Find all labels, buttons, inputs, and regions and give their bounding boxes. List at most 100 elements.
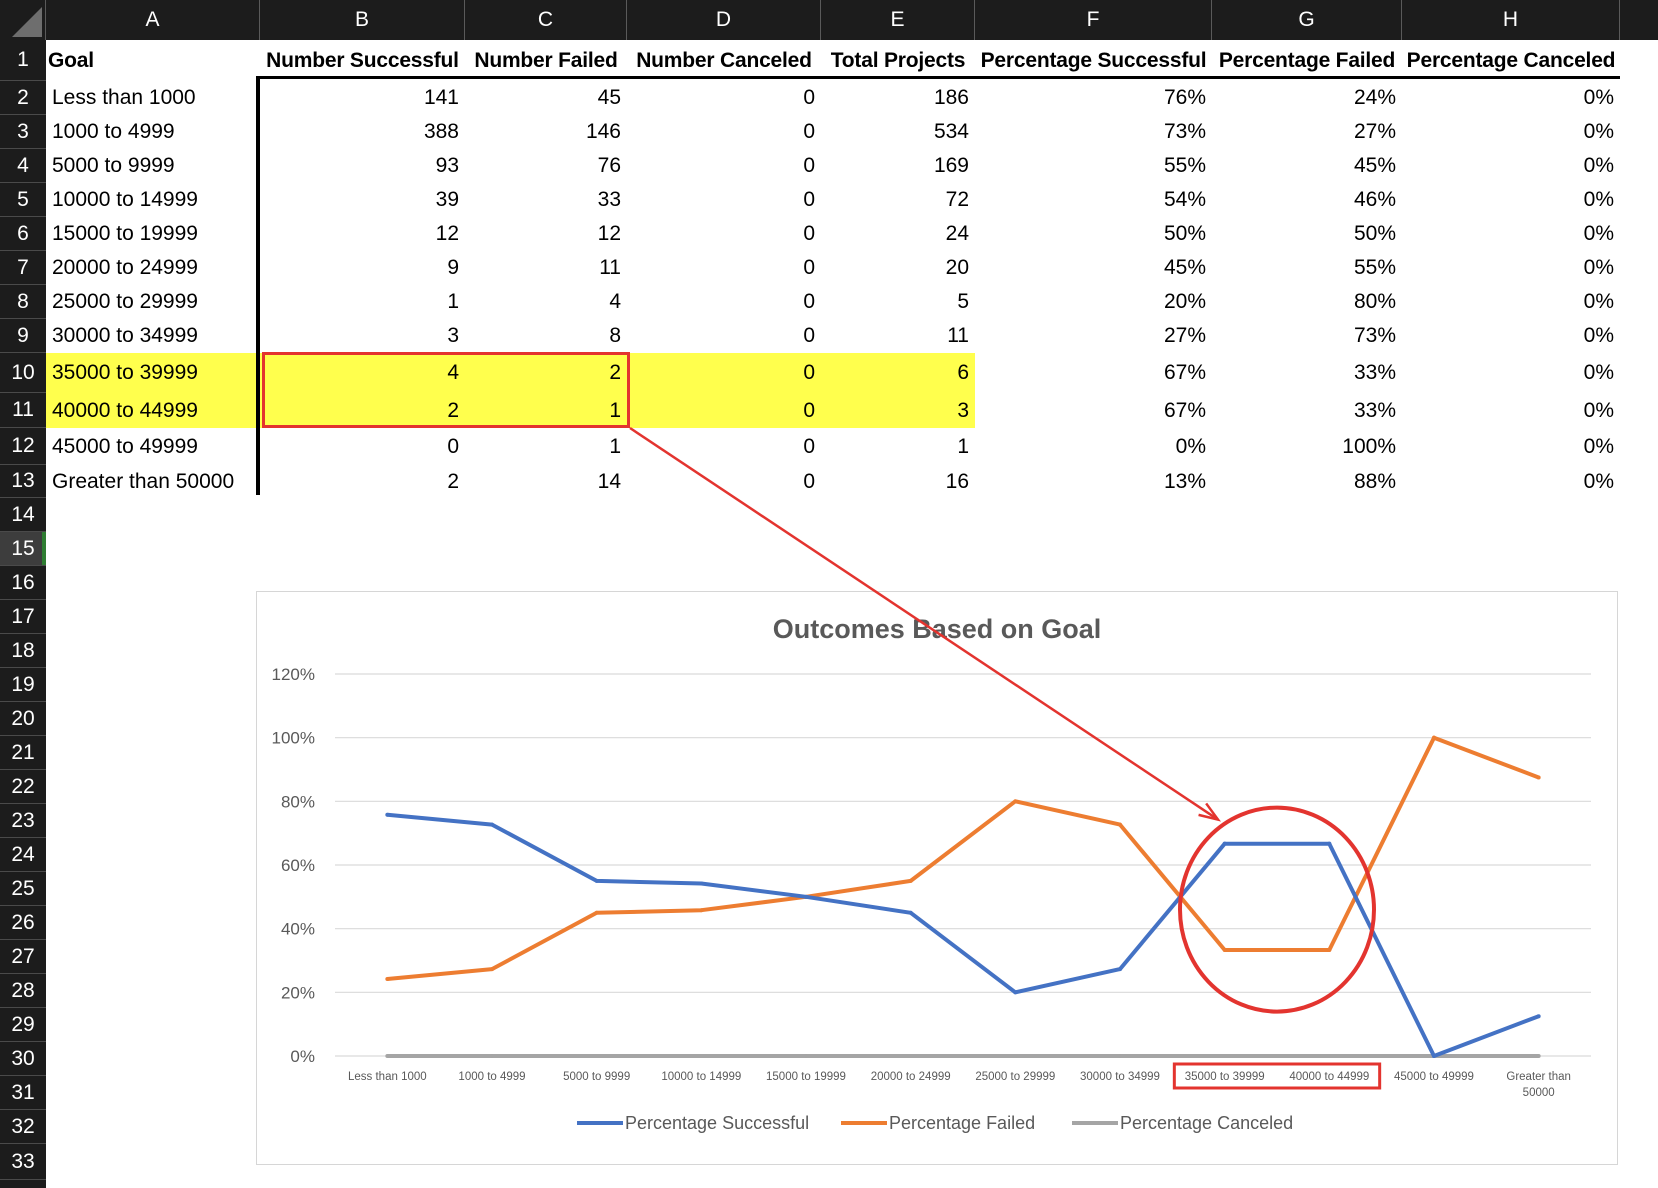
table-cell[interactable]: 76% bbox=[1163, 86, 1206, 109]
data-point[interactable] bbox=[1327, 841, 1332, 846]
table-cell[interactable]: 0 bbox=[803, 434, 815, 458]
data-point[interactable] bbox=[1118, 822, 1122, 827]
table-cell[interactable]: 50% bbox=[1163, 222, 1206, 245]
data-point[interactable] bbox=[1327, 1054, 1332, 1058]
table-cell[interactable]: 0 bbox=[803, 256, 815, 279]
row-header-2[interactable]: 2 bbox=[0, 81, 46, 115]
table-cell[interactable]: 1 bbox=[609, 434, 621, 458]
table-cell[interactable]: 6 bbox=[957, 361, 969, 384]
column-header-g[interactable]: G bbox=[1212, 0, 1402, 40]
data-point[interactable] bbox=[699, 881, 704, 886]
table-cell[interactable]: 0% bbox=[1583, 188, 1614, 211]
data-point[interactable] bbox=[385, 812, 390, 817]
table-cell[interactable]: 27% bbox=[1163, 324, 1206, 347]
data-point[interactable] bbox=[908, 910, 913, 915]
table-cell[interactable]: 0% bbox=[1583, 86, 1614, 109]
data-point[interactable] bbox=[908, 878, 913, 883]
row-header-14[interactable]: 14 bbox=[0, 498, 46, 532]
row-header-33[interactable]: 33 bbox=[0, 1144, 46, 1180]
data-point[interactable] bbox=[1118, 967, 1122, 972]
table-cell[interactable]: 73% bbox=[1353, 324, 1396, 347]
data-point[interactable] bbox=[1432, 735, 1436, 740]
row-header-11[interactable]: 11 bbox=[0, 393, 46, 428]
table-cell[interactable]: 24 bbox=[945, 222, 969, 245]
data-point[interactable] bbox=[699, 1054, 704, 1058]
table-cell[interactable]: 0 bbox=[803, 188, 815, 211]
data-point[interactable] bbox=[699, 908, 704, 913]
table-cell[interactable]: 0% bbox=[1583, 120, 1614, 143]
table-cell[interactable]: 0% bbox=[1583, 434, 1614, 458]
table-cell[interactable]: 146 bbox=[585, 120, 621, 143]
table-cell[interactable]: 0 bbox=[803, 86, 815, 109]
series-line-percentage-failed[interactable] bbox=[387, 735, 1540, 981]
goal-cell[interactable]: 5000 to 9999 bbox=[52, 154, 175, 177]
table-cell[interactable]: 67% bbox=[1163, 361, 1206, 384]
table-cell[interactable]: 0% bbox=[1583, 222, 1614, 245]
table-cell[interactable]: 9 bbox=[447, 256, 459, 279]
table-cell[interactable]: 0 bbox=[803, 120, 815, 143]
row-header-27[interactable]: 27 bbox=[0, 940, 46, 974]
table-cell[interactable]: 45% bbox=[1353, 154, 1396, 177]
row-header-30[interactable]: 30 bbox=[0, 1042, 46, 1076]
data-point[interactable] bbox=[804, 1054, 808, 1058]
data-point[interactable] bbox=[1432, 1054, 1436, 1058]
row-header-9[interactable]: 9 bbox=[0, 319, 46, 353]
column-header-h[interactable]: H bbox=[1402, 0, 1620, 40]
table-cell[interactable]: 169 bbox=[933, 154, 969, 177]
table-cell[interactable]: 0% bbox=[1583, 256, 1614, 279]
legend-entry[interactable]: Percentage Successful bbox=[625, 1113, 809, 1133]
row-header-5[interactable]: 5 bbox=[0, 183, 46, 217]
header-cell-goal[interactable]: Goal bbox=[48, 48, 94, 72]
row-header-3[interactable]: 3 bbox=[0, 115, 46, 149]
table-cell[interactable]: 45% bbox=[1163, 256, 1206, 279]
row-header-25[interactable]: 25 bbox=[0, 872, 46, 906]
row-header-32[interactable]: 32 bbox=[0, 1110, 46, 1144]
row-header-1[interactable]: 1 bbox=[0, 40, 46, 81]
table-cell[interactable]: 16 bbox=[945, 469, 969, 493]
table-cell[interactable]: 0 bbox=[803, 154, 815, 177]
table-cell[interactable]: 0% bbox=[1583, 398, 1614, 422]
column-header-extra[interactable] bbox=[1620, 0, 1658, 40]
row-header-8[interactable]: 8 bbox=[0, 285, 46, 319]
table-cell[interactable]: 33 bbox=[597, 188, 621, 211]
goal-cell[interactable]: 35000 to 39999 bbox=[52, 361, 198, 384]
table-cell[interactable]: 186 bbox=[933, 86, 969, 109]
column-header-f[interactable]: F bbox=[975, 0, 1212, 40]
header-cell-percentage-canceled[interactable]: Percentage Canceled bbox=[1406, 48, 1616, 72]
header-cell-percentage-failed[interactable]: Percentage Failed bbox=[1218, 48, 1396, 72]
column-header-a[interactable]: A bbox=[46, 0, 260, 40]
table-cell[interactable]: 93 bbox=[435, 154, 459, 177]
goal-cell[interactable]: 30000 to 34999 bbox=[52, 324, 198, 347]
goal-cell[interactable]: Greater than 50000 bbox=[52, 469, 235, 493]
data-point[interactable] bbox=[1013, 990, 1018, 995]
data-point[interactable] bbox=[490, 822, 494, 827]
table-cell[interactable]: 388 bbox=[423, 120, 459, 143]
column-header-b[interactable]: B bbox=[260, 0, 465, 40]
data-point[interactable] bbox=[594, 878, 599, 883]
table-cell[interactable]: 54% bbox=[1163, 188, 1206, 211]
table-cell[interactable]: 0 bbox=[803, 398, 815, 422]
row-header-17[interactable]: 17 bbox=[0, 600, 46, 634]
header-cell-total-projects[interactable]: Total Projects bbox=[830, 48, 966, 72]
table-cell[interactable]: 73% bbox=[1163, 120, 1206, 143]
legend-entry[interactable]: Percentage Failed bbox=[889, 1113, 1035, 1133]
table-cell[interactable]: 76 bbox=[597, 154, 621, 177]
row-header-29[interactable]: 29 bbox=[0, 1008, 46, 1042]
table-cell[interactable]: 50% bbox=[1353, 222, 1396, 245]
row-header-4[interactable]: 4 bbox=[0, 149, 46, 183]
data-point[interactable] bbox=[1327, 947, 1332, 952]
table-cell[interactable]: 0 bbox=[803, 222, 815, 245]
select-all-corner[interactable] bbox=[0, 0, 46, 40]
row-header-20[interactable]: 20 bbox=[0, 702, 46, 736]
row-header-6[interactable]: 6 bbox=[0, 217, 46, 251]
table-cell[interactable]: 12 bbox=[435, 222, 459, 245]
table-cell[interactable]: 0% bbox=[1583, 469, 1614, 493]
table-cell[interactable]: 141 bbox=[423, 86, 459, 109]
table-cell[interactable]: 3 bbox=[447, 324, 459, 347]
table-cell[interactable]: 33% bbox=[1353, 398, 1396, 422]
table-cell[interactable]: 20 bbox=[945, 256, 969, 279]
table-cell[interactable]: 100% bbox=[1342, 434, 1396, 458]
table-cell[interactable]: 2 bbox=[609, 361, 621, 384]
data-point[interactable] bbox=[385, 1054, 390, 1058]
table-cell[interactable]: 8 bbox=[609, 324, 621, 347]
